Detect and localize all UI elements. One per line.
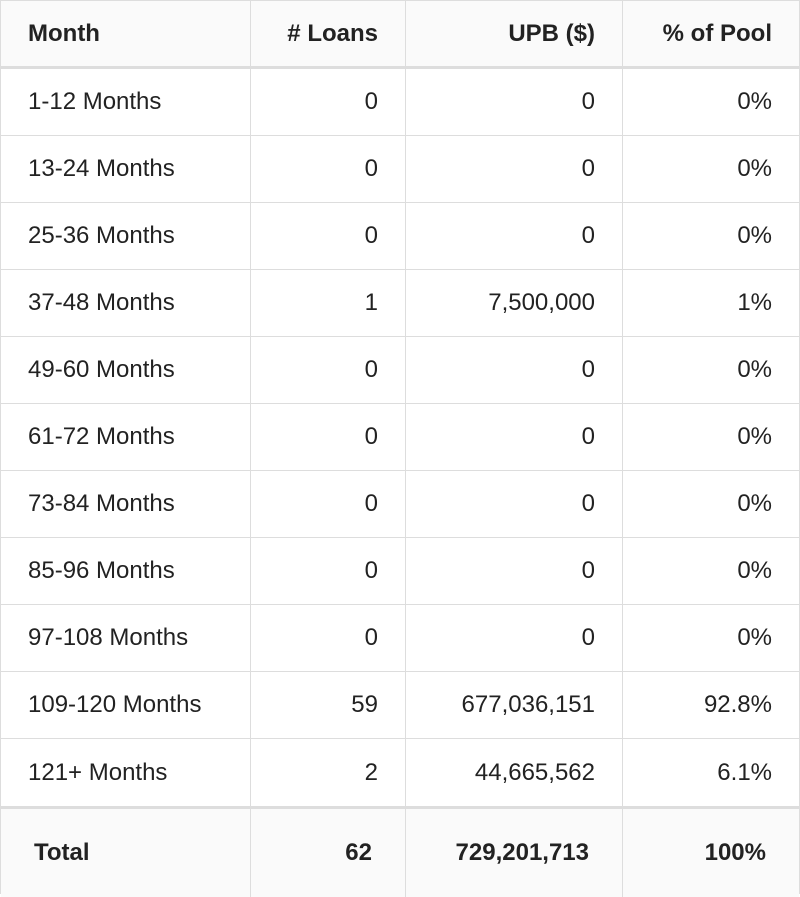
table-cell: 0: [406, 203, 623, 269]
table-cell: 0%: [737, 624, 772, 651]
table-cell: 0%: [737, 88, 772, 115]
table-cell: 0: [251, 471, 406, 537]
table-cell: 0: [251, 136, 406, 202]
table-row: 1-12 Months 0 0 0%: [1, 69, 799, 136]
table-row: 121+ Months 2 44,665,562 6.1%: [1, 739, 799, 806]
table-cell: 0%: [737, 557, 772, 584]
table-cell: 13-24 Months: [1, 136, 251, 202]
table-cell: 37-48 Months: [1, 270, 251, 336]
table-cell: 73-84 Months: [1, 471, 251, 537]
table-cell: 0: [251, 203, 406, 269]
table-cell: 100%: [704, 839, 766, 866]
table-row: 109-120 Months 59 677,036,151 92.8%: [1, 672, 799, 739]
table-row: 49-60 Months 0 0 0%: [1, 337, 799, 404]
table-row: 25-36 Months 0 0 0%: [1, 203, 799, 270]
table-cell: 0: [406, 69, 623, 135]
table-cell: 7,500,000: [406, 270, 623, 336]
table-cell: 49-60 Months: [1, 337, 251, 403]
table-cell: 1%: [737, 289, 772, 316]
table-cell: 0%: [737, 423, 772, 450]
table-row: 73-84 Months 0 0 0%: [1, 471, 799, 538]
table-cell: 121+ Months: [1, 739, 251, 806]
table-cell: 0: [251, 69, 406, 135]
table-cell: 85-96 Months: [1, 538, 251, 604]
table-row: 37-48 Months 1 7,500,000 1%: [1, 270, 799, 337]
table-cell: 0: [406, 136, 623, 202]
table-cell: Total: [1, 809, 251, 897]
table-cell: 6.1%: [717, 758, 772, 786]
table-row: 61-72 Months 0 0 0%: [1, 404, 799, 471]
table-cell: # Loans: [251, 1, 406, 66]
table-cell: 0: [406, 471, 623, 537]
table-cell: Month: [1, 1, 251, 66]
table-cell: 0: [251, 538, 406, 604]
table-cell: 0: [251, 337, 406, 403]
table-row: 85-96 Months 0 0 0%: [1, 538, 799, 605]
table-cell: % of Pool: [662, 19, 772, 47]
table-cell: 59: [251, 672, 406, 738]
table-cell: 0: [406, 404, 623, 470]
table-cell: 2: [251, 739, 406, 806]
table-cell: UPB ($): [406, 1, 623, 66]
table-cell: 729,201,713: [406, 809, 623, 897]
table-cell: 44,665,562: [406, 739, 623, 806]
table-cell: 677,036,151: [406, 672, 623, 738]
table-cell: 0: [251, 605, 406, 671]
total-row: Total 62 729,201,713 100%: [1, 806, 799, 897]
table-cell: 0%: [737, 222, 772, 249]
header-row: Month # Loans UPB ($) % of Pool: [1, 1, 799, 69]
table-cell: 0%: [737, 490, 772, 517]
table-cell: 61-72 Months: [1, 404, 251, 470]
table-cell: 0: [251, 404, 406, 470]
table-cell: 97-108 Months: [1, 605, 251, 671]
table-cell: 0%: [737, 356, 772, 383]
table-cell: 92.8%: [703, 691, 772, 718]
table-cell: 109-120 Months: [1, 672, 251, 738]
table-cell: 0%: [737, 155, 772, 182]
table-cell: 0: [406, 538, 623, 604]
table-cell: 25-36 Months: [1, 203, 251, 269]
table-cell: 1: [251, 270, 406, 336]
table-cell: 62: [251, 809, 406, 897]
table-cell: 0: [406, 337, 623, 403]
table-cell: 1-12 Months: [1, 69, 251, 135]
table-row: 13-24 Months 0 0 0%: [1, 136, 799, 203]
table-row: 97-108 Months 0 0 0%: [1, 605, 799, 672]
table-cell: 0: [406, 605, 623, 671]
